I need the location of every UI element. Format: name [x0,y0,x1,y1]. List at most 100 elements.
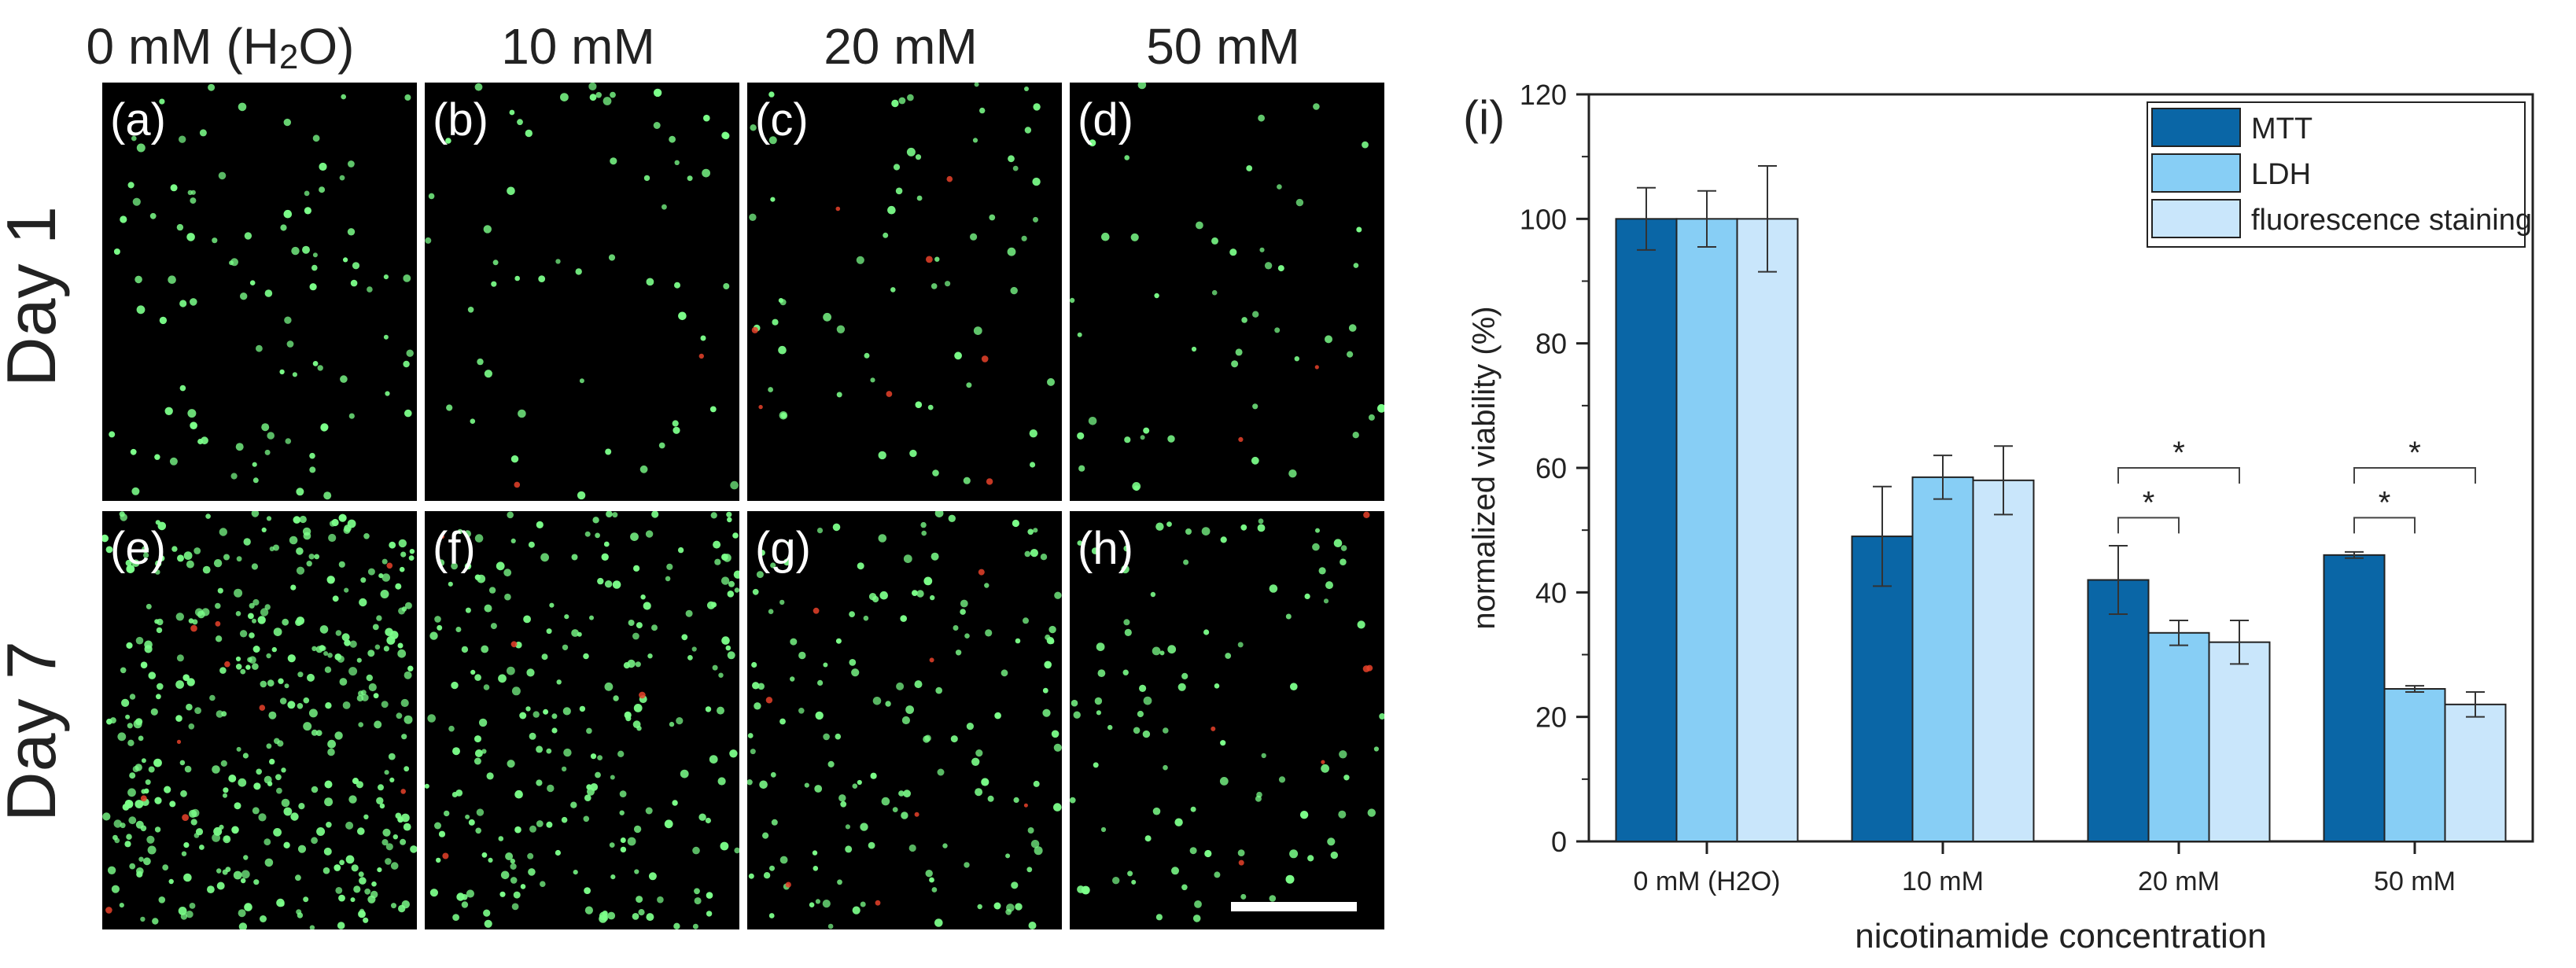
live-cell [714,558,721,565]
live-cell [964,862,970,868]
live-cell [514,789,523,799]
live-cell [129,772,136,779]
live-cell [358,871,364,878]
live-cell [144,645,153,653]
live-cell [1047,377,1055,386]
live-cell [907,94,914,101]
live-cell [1277,265,1284,272]
live-cell [119,903,124,908]
live-cell [252,646,260,653]
live-cell [328,533,337,543]
live-cell [573,870,578,875]
live-cell [359,877,367,885]
live-cell [1051,730,1060,738]
live-cell [263,775,272,784]
live-cell [643,175,650,182]
column-label-50mm: 50 mM [1146,18,1300,75]
live-cell [577,491,586,500]
live-cell [1181,884,1188,891]
live-cell [1167,435,1175,443]
live-cell [474,735,481,743]
legend-swatch [2151,199,2241,238]
live-cell [180,913,188,920]
live-cell [238,922,248,929]
live-cell [264,858,274,867]
live-cell [113,819,122,828]
live-cell [1251,456,1259,465]
live-cell [672,800,678,806]
live-cell [338,894,345,902]
live-cell [664,819,673,829]
live-cell [564,614,569,620]
live-cell [1100,826,1107,833]
live-cell [207,885,215,893]
live-cell [1112,877,1120,885]
dead-cell [785,882,791,888]
live-cell [1133,485,1140,491]
live-cell [845,845,853,853]
live-cell [179,135,186,143]
live-cell [543,709,549,715]
live-cell [407,665,414,672]
live-cell [1166,521,1172,527]
live-cell [974,83,979,87]
live-cell [1163,764,1168,771]
live-cell [334,653,342,661]
live-cell [398,607,406,615]
dead-cell [1363,511,1370,518]
dead-cell [758,404,763,410]
live-cell [140,916,146,922]
live-cell [526,668,535,677]
chart-panel-label: (i) [1463,91,1505,144]
live-cell [316,827,326,836]
live-cell [461,646,469,653]
live-cell [1321,764,1329,773]
live-cell [963,477,971,484]
live-cell [284,316,292,324]
live-cell [703,114,710,122]
dead-cell [442,852,449,859]
live-cell [448,725,455,732]
live-cell [397,816,404,823]
live-cell [138,735,144,742]
live-cell [864,352,870,359]
live-cell [437,559,445,566]
live-cell [1121,565,1130,574]
live-cell [286,340,294,348]
live-cell [261,527,267,532]
live-cell [142,546,149,554]
live-cell [1133,727,1141,734]
live-cell [264,604,271,610]
live-cell [312,361,319,366]
live-cell [230,473,238,480]
live-cell [676,717,684,725]
live-cell [371,881,377,887]
live-cell [383,646,389,652]
live-cell [770,771,776,778]
live-cell [452,747,460,756]
live-cell [324,666,332,673]
live-cell [373,693,379,699]
live-cell [752,682,760,690]
live-cell [296,909,302,915]
live-cell [931,887,938,893]
live-cell [383,274,389,280]
live-cell [117,732,127,742]
live-cell [1044,661,1052,669]
live-cell [235,656,241,662]
y-tick-label: 20 [1535,701,1567,734]
live-cell [186,911,193,918]
live-cell [546,821,553,828]
live-cell [972,138,978,143]
viability-bar-chart: (i) 0 20 40 60 80 100 120 normalized viability … [1463,79,2534,955]
live-cell [914,680,923,689]
live-cell [778,345,787,355]
dead-cell [886,391,893,397]
live-cell [1174,818,1183,826]
bar-ldh [2147,631,2210,843]
live-cell [1028,922,1037,929]
live-cell [1325,581,1333,590]
live-cell [199,845,205,850]
live-cell [291,246,300,256]
live-cell [638,909,645,916]
